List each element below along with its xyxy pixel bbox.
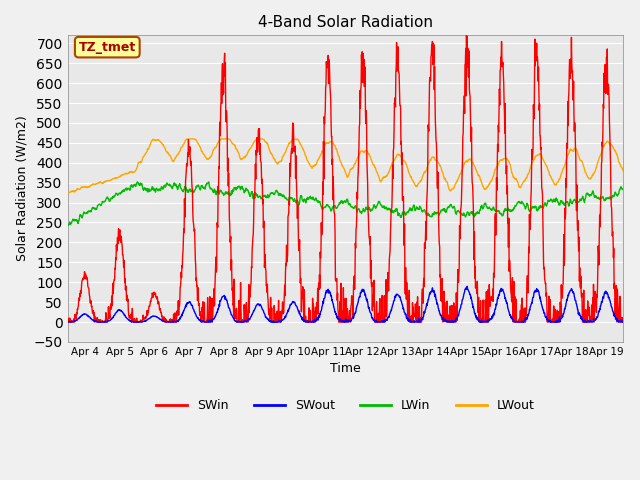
Text: TZ_tmet: TZ_tmet [79, 41, 136, 54]
Title: 4-Band Solar Radiation: 4-Band Solar Radiation [258, 15, 433, 30]
X-axis label: Time: Time [330, 362, 361, 375]
Y-axis label: Solar Radiation (W/m2): Solar Radiation (W/m2) [15, 116, 28, 262]
Legend: SWin, SWout, LWin, LWout: SWin, SWout, LWin, LWout [151, 394, 540, 417]
